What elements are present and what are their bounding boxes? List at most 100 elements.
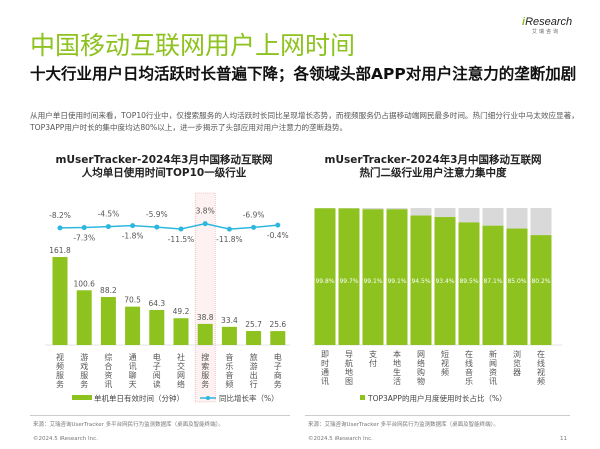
growth-point	[226, 226, 232, 232]
bar-搜索服务	[197, 323, 213, 345]
category-label: 新闻资讯	[489, 349, 497, 386]
source-right: 来源：艾瑞咨询UserTracker 多平台网民行为监测数据库（桌面及智能终端）…	[308, 422, 499, 428]
left-title-line1: mUserTracker-2024年3月中国移动互联网	[55, 154, 273, 166]
growth-label: -7.3%	[73, 234, 95, 243]
bar-value-label: 87.1%	[483, 278, 502, 285]
growth-label: -1.8%	[122, 232, 144, 241]
bar-社交网络	[173, 318, 189, 345]
bar-即时通讯	[314, 208, 336, 345]
legend-bar-swatch	[72, 395, 92, 400]
category-label: 短视频	[441, 349, 449, 377]
bar-value-label: 94.5%	[411, 278, 430, 285]
growth-line	[59, 222, 278, 230]
bar-游戏服务	[76, 290, 92, 345]
bar-value-label: 64.3	[148, 299, 165, 308]
bar-value-label: 88.2	[100, 286, 117, 295]
growth-point	[178, 226, 184, 232]
bar-本地生活	[386, 209, 408, 345]
bar-remainder	[482, 208, 504, 226]
bar-旅游出行	[246, 331, 262, 345]
bar-remainder	[362, 208, 384, 210]
legend-label: TOP3APP的用户月度使用时长占比（%）	[367, 393, 507, 403]
growth-point	[154, 224, 160, 230]
bar-综合资讯	[100, 297, 116, 345]
divider-left	[30, 415, 290, 416]
highlight-box	[194, 192, 216, 403]
bar-remainder	[434, 208, 456, 218]
bar-remainder	[386, 208, 408, 210]
page-number: 11	[560, 436, 567, 442]
copyright-right: ©2024.5 iResearch Inc.	[308, 436, 373, 442]
category-label: 音乐音频	[225, 352, 233, 389]
bar-value-label: 99.8%	[315, 278, 334, 285]
right-chart: 99.8% 即时通讯 99.7% 导航地图 99.1% 支付 99.1% 本地生活 94.5% 网…	[312, 208, 562, 403]
growth-label: -0.4%	[267, 231, 289, 240]
bar-value-label: 100.6	[73, 279, 95, 288]
bar-value-label: 70.5	[124, 296, 141, 305]
bar-remainder	[410, 208, 432, 216]
growth-label: -6.9%	[243, 210, 265, 219]
bar-在线视频	[530, 235, 552, 345]
iresearch-logo: iResearch 艾瑞咨询	[522, 16, 573, 35]
bar-在线音乐	[458, 222, 480, 345]
category-label: 支付	[369, 349, 377, 368]
growth-point	[202, 221, 208, 227]
category-label: 通讯聊天	[129, 352, 137, 389]
bar-网络购物	[410, 215, 432, 345]
category-label: 视频服务	[56, 352, 64, 389]
growth-point	[251, 224, 257, 230]
bar-value-label: 99.1%	[363, 278, 382, 285]
growth-point	[81, 225, 87, 231]
category-label: 在线视频	[537, 349, 545, 386]
growth-point	[275, 222, 281, 228]
logo-i: i	[522, 16, 526, 28]
subtitle: 十大行业用户日均活跃时长普遍下降；各领域头部APP对用户注意力的垄断加剧	[30, 65, 577, 83]
growth-point	[57, 225, 63, 231]
category-label: 在线音乐	[465, 349, 473, 386]
left-title-line2: 人均单日使用时间TOP10一级行业	[81, 167, 247, 179]
bar-通讯聊天	[125, 306, 141, 345]
bar-value-label: 85.0%	[507, 278, 526, 285]
growth-label: -5.9%	[146, 210, 168, 219]
bar-浏览器	[506, 228, 528, 345]
right-title-line1: mUserTracker-2024年3月中国移动互联网	[324, 154, 542, 166]
category-label: 导航地图	[345, 350, 353, 386]
bar-remainder	[530, 208, 552, 236]
bar-value-label: 93.4%	[435, 278, 454, 285]
bar-视频服务	[52, 257, 68, 345]
bar-remainder	[506, 208, 528, 229]
legend-line-label: 同比增长率（%）	[219, 393, 279, 403]
bar-value-label: 38.8	[197, 313, 214, 322]
growth-label: -11.8%	[216, 235, 243, 244]
source-left: 来源：艾瑞咨询UserTracker 多平台网民行为监测数据库（桌面及智能终端）…	[33, 422, 224, 428]
legend-line-dot	[206, 396, 210, 400]
bar-remainder	[458, 208, 480, 223]
bar-value-label: 99.1%	[387, 278, 406, 285]
growth-label: -8.2%	[49, 211, 71, 220]
bar-电子阅读	[149, 310, 165, 345]
bar-导航地图	[338, 208, 360, 345]
category-label: 即时通讯	[321, 350, 329, 386]
summary-paragraph: 从用户单日使用时间来看，TOP10行业中，仅搜索服务的人均活跃时长同比呈现增长态…	[30, 111, 579, 132]
growth-label: 3.8%	[196, 207, 215, 216]
growth-point	[130, 223, 136, 229]
copyright-left: ©2024.5 iResearch Inc.	[33, 436, 98, 442]
category-label: 搜索服务	[201, 352, 209, 389]
bar-音乐音频	[221, 326, 237, 345]
category-label: 本地生活	[393, 349, 401, 386]
legend-swatch	[360, 395, 365, 400]
bar-支付	[362, 209, 384, 345]
bar-value-label: 33.4	[221, 316, 238, 325]
bar-value-label: 99.7%	[339, 278, 358, 285]
legend-bar-label: 单机单日有效时间（分钟）	[94, 393, 184, 403]
category-label: 电子商务	[274, 352, 282, 389]
category-label: 电子阅读	[153, 352, 161, 389]
bar-value-label: 25.6	[269, 320, 286, 329]
bar-新闻资讯	[482, 225, 504, 345]
right-title-line2: 热门二级行业用户注意力集中度	[359, 167, 507, 179]
logo-text: Research	[525, 16, 573, 28]
logo-sub: 艾瑞咨询	[531, 29, 560, 35]
left-chart-title: mUserTracker-2024年3月中国移动互联网 人均单日使用时间TOP1…	[34, 154, 294, 180]
category-label: 旅游出行	[250, 352, 258, 389]
right-chart-title: mUserTracker-2024年3月中国移动互联网 热门二级行业用户注意力集…	[303, 154, 563, 180]
